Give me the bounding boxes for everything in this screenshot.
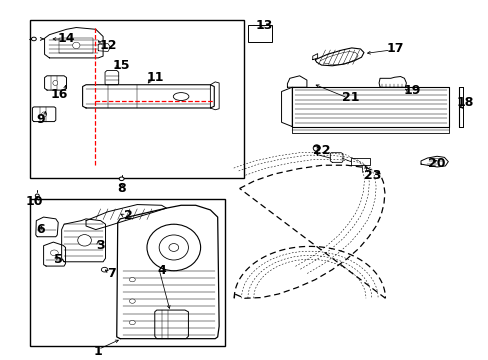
Ellipse shape [147, 224, 200, 271]
Ellipse shape [119, 177, 124, 181]
Text: 15: 15 [113, 59, 130, 72]
Text: 23: 23 [363, 170, 380, 183]
Text: 16: 16 [50, 88, 68, 101]
Ellipse shape [173, 93, 188, 100]
Text: 6: 6 [36, 223, 45, 236]
Text: 17: 17 [386, 42, 404, 55]
Text: 22: 22 [312, 144, 329, 157]
Ellipse shape [168, 244, 178, 251]
Text: 14: 14 [58, 32, 75, 45]
Ellipse shape [129, 299, 135, 303]
Text: 9: 9 [36, 113, 45, 126]
Text: 1: 1 [94, 345, 102, 358]
Text: 18: 18 [456, 96, 473, 109]
Ellipse shape [50, 250, 58, 256]
Ellipse shape [159, 235, 188, 260]
Ellipse shape [53, 80, 58, 85]
Ellipse shape [31, 37, 36, 41]
Ellipse shape [35, 194, 39, 197]
Text: 21: 21 [341, 91, 359, 104]
Ellipse shape [41, 112, 46, 117]
Text: 2: 2 [124, 209, 133, 222]
Text: 3: 3 [96, 239, 105, 252]
Ellipse shape [129, 278, 135, 282]
Text: 5: 5 [54, 253, 62, 266]
Text: 11: 11 [147, 71, 164, 84]
Text: 4: 4 [157, 264, 165, 277]
Ellipse shape [129, 320, 135, 325]
Text: 10: 10 [25, 195, 42, 208]
Text: 13: 13 [255, 19, 272, 32]
Text: 12: 12 [99, 39, 117, 52]
Text: 8: 8 [117, 182, 126, 195]
Ellipse shape [101, 267, 107, 272]
Text: 19: 19 [403, 84, 421, 96]
Bar [30, 199, 224, 346]
Ellipse shape [73, 42, 80, 49]
Bar [30, 21, 244, 178]
Text: 7: 7 [107, 267, 116, 280]
Bar [248, 24, 271, 42]
Ellipse shape [313, 145, 320, 151]
Ellipse shape [78, 235, 91, 246]
Text: 20: 20 [427, 157, 445, 170]
